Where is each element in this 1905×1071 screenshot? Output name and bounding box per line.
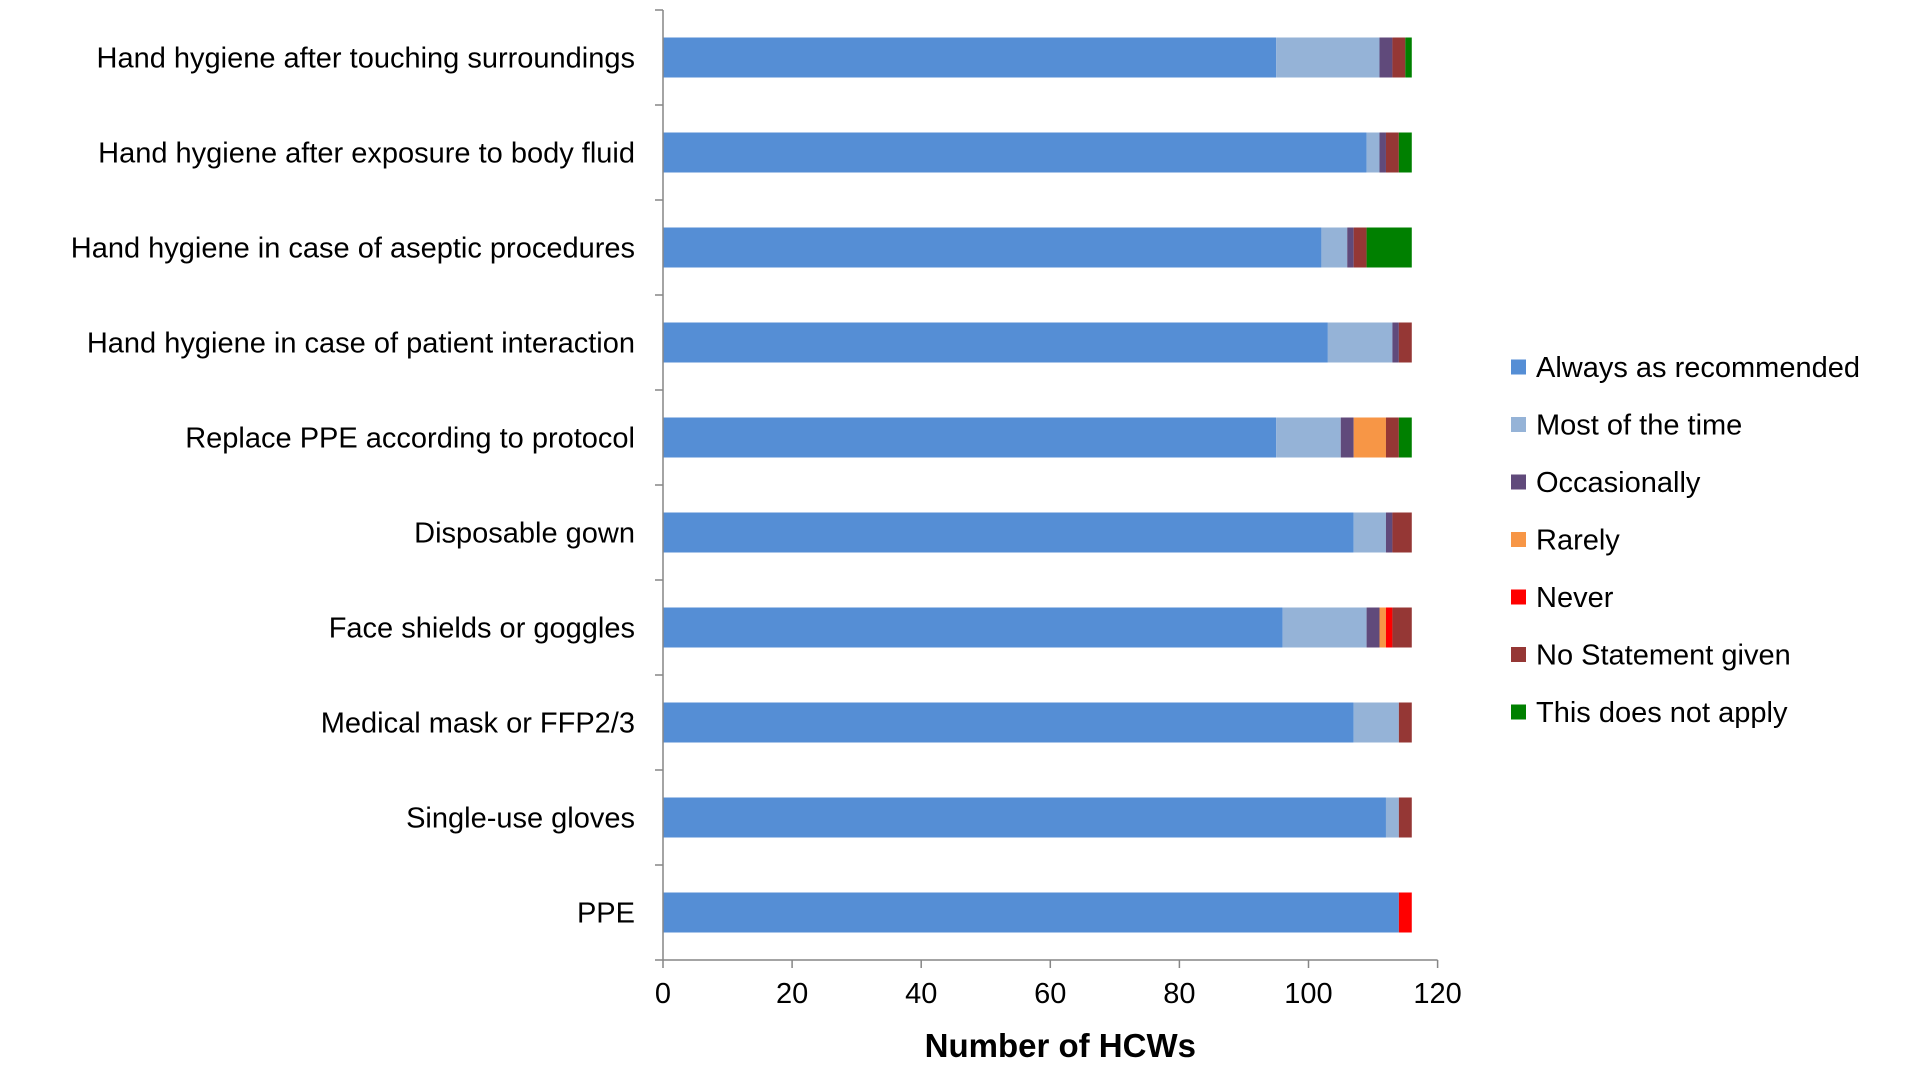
bar-segment-7-row-2 xyxy=(1398,132,1412,173)
bar-segment-2-row-1 xyxy=(1276,37,1380,78)
legend-swatch xyxy=(1511,359,1526,375)
bar-segment-7-row-3 xyxy=(1366,227,1412,268)
bar-segment-2-row-7 xyxy=(1282,607,1367,648)
legend-label: Most of the time xyxy=(1536,410,1742,442)
bar-segment-6-row-5 xyxy=(1385,417,1399,458)
bar-segment-3-row-5 xyxy=(1340,417,1354,458)
bar-segment-3-row-2 xyxy=(1379,132,1386,173)
bar-segment-2-row-3 xyxy=(1321,227,1348,268)
bar-segment-5-row-7 xyxy=(1385,607,1393,648)
legend-label: This does not apply xyxy=(1536,697,1788,729)
axes-layer xyxy=(655,9,1439,968)
category-label: Hand hygiene in case of patient interact… xyxy=(87,328,635,360)
bar-segment-4-row-5 xyxy=(1353,417,1386,458)
bar-segment-6-row-8 xyxy=(1398,702,1412,743)
bar-segment-1-row-6 xyxy=(663,512,1354,553)
legend-swatch xyxy=(1511,704,1526,720)
bar-segment-6-row-7 xyxy=(1392,607,1412,648)
bar-segment-6-row-9 xyxy=(1398,797,1412,838)
x-axis-title: Number of HCWs xyxy=(925,1027,1196,1064)
category-label: Hand hygiene after touching surroundings xyxy=(97,43,635,75)
legend-label: Never xyxy=(1536,582,1614,614)
bar-segment-3-row-7 xyxy=(1366,607,1380,648)
legend-swatch xyxy=(1511,532,1526,547)
bar-segment-2-row-9 xyxy=(1385,797,1399,838)
category-label: Single-use gloves xyxy=(406,803,635,835)
bar-segment-3-row-1 xyxy=(1379,37,1393,78)
bar-segment-1-row-8 xyxy=(663,702,1354,743)
bar-segment-6-row-6 xyxy=(1392,512,1412,553)
x-tick-label: 60 xyxy=(1034,978,1066,1010)
x-tick-label: 100 xyxy=(1284,978,1332,1010)
bar-segment-2-row-4 xyxy=(1327,322,1393,363)
bar-segment-2-row-2 xyxy=(1366,132,1380,173)
bar-segment-1-row-9 xyxy=(663,797,1386,838)
legend-label: No Statement given xyxy=(1536,640,1791,672)
bar-segment-2-row-8 xyxy=(1353,702,1399,743)
x-tick-label: 20 xyxy=(776,978,808,1010)
category-label: Disposable gown xyxy=(414,518,635,550)
bar-segment-1-row-2 xyxy=(663,132,1367,173)
legend-swatch xyxy=(1511,417,1526,432)
legend-label: Occasionally xyxy=(1536,467,1701,499)
bar-segment-1-row-7 xyxy=(663,607,1283,648)
category-label: Hand hygiene in case of aseptic procedur… xyxy=(71,233,635,265)
bar-segment-3-row-4 xyxy=(1392,322,1399,363)
bar-segment-3-row-3 xyxy=(1347,227,1354,268)
bar-segment-1-row-4 xyxy=(663,322,1328,363)
x-tick-label: 80 xyxy=(1163,978,1195,1010)
x-tick-labels: 0 20 40 60 80 100 120 xyxy=(655,978,1462,1010)
legend-swatch xyxy=(1511,647,1526,662)
bar-segment-6-row-3 xyxy=(1353,227,1367,268)
bar-segment-1-row-1 xyxy=(663,37,1277,78)
bar-segment-3-row-6 xyxy=(1385,512,1393,553)
bar-segment-4-row-7 xyxy=(1379,607,1386,648)
category-label: PPE xyxy=(577,898,635,930)
bar-segment-7-row-1 xyxy=(1405,37,1412,78)
bar-segment-5-row-10 xyxy=(1398,892,1412,933)
bar-segment-1-row-10 xyxy=(663,892,1399,933)
bar-segment-6-row-1 xyxy=(1392,37,1406,78)
legend: Always as recommended Most of the time Occ… xyxy=(1511,352,1860,729)
legend-label: Rarely xyxy=(1536,525,1620,557)
bar-segment-6-row-4 xyxy=(1398,322,1412,363)
category-label: Face shields or goggles xyxy=(329,613,635,645)
category-label: Hand hygiene after exposure to body flui… xyxy=(98,138,635,170)
bars-layer xyxy=(663,37,1412,933)
legend-swatch xyxy=(1511,589,1526,605)
bar-segment-2-row-5 xyxy=(1276,417,1341,458)
x-tick-label: 120 xyxy=(1413,978,1461,1010)
x-tick-label: 40 xyxy=(905,978,937,1010)
bar-segment-1-row-5 xyxy=(663,417,1277,458)
category-label: Replace PPE according to protocol xyxy=(185,423,635,455)
x-tick-label: 0 xyxy=(655,978,671,1010)
bar-segment-2-row-6 xyxy=(1353,512,1386,553)
bar-segment-7-row-5 xyxy=(1398,417,1412,458)
legend-label: Always as recommended xyxy=(1536,352,1860,384)
bar-segment-1-row-3 xyxy=(663,227,1322,268)
bar-segment-6-row-2 xyxy=(1385,132,1399,173)
category-label: Medical mask or FFP2/3 xyxy=(321,708,635,740)
category-labels: Hand hygiene after touching surroundings… xyxy=(71,43,635,930)
legend-swatch xyxy=(1511,474,1526,490)
